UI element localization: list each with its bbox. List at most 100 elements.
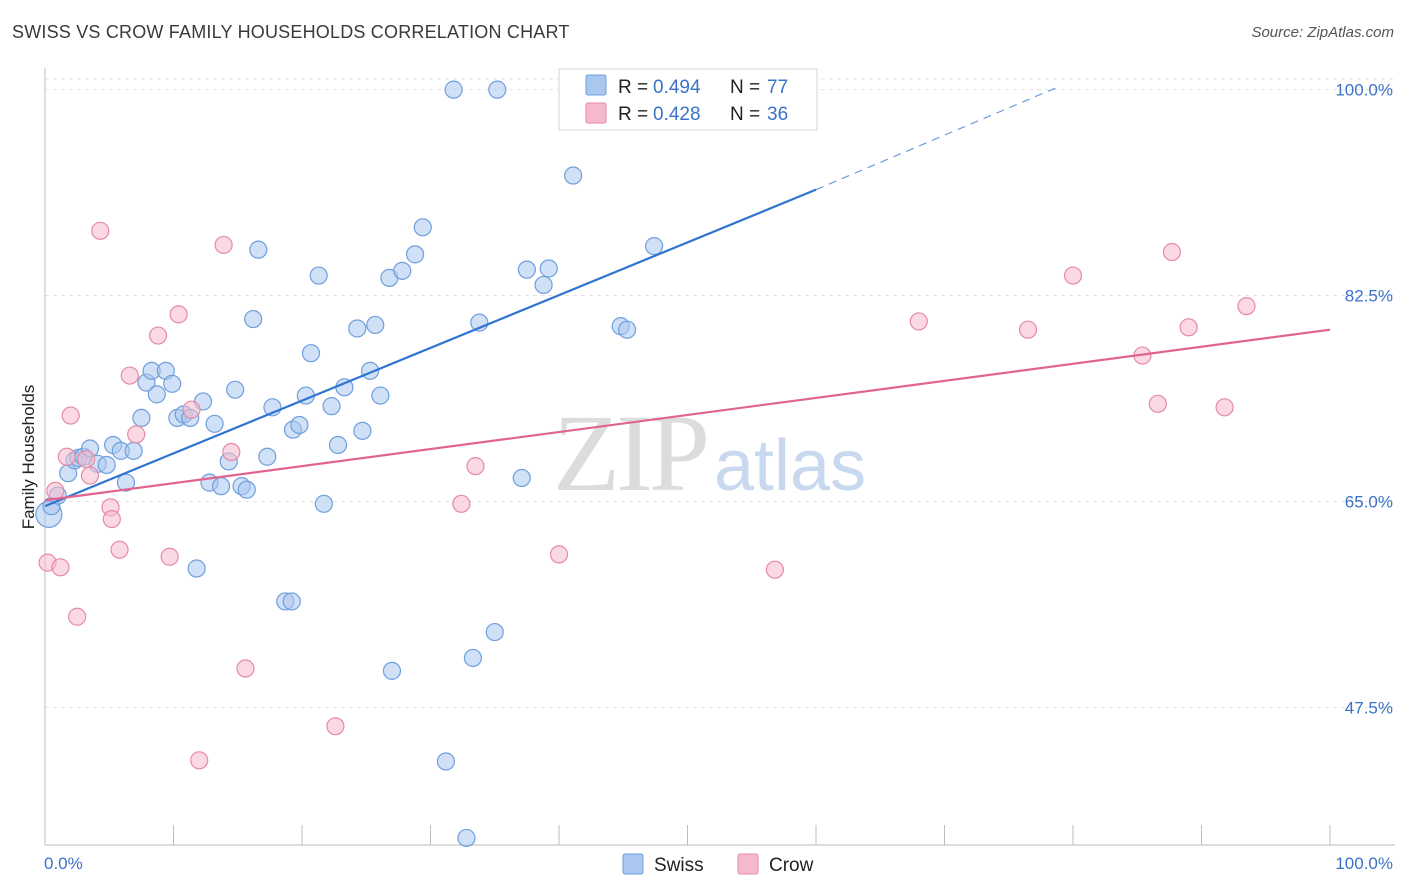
swiss-point — [116, 473, 136, 492]
swiss-point — [314, 494, 333, 513]
y-tick-label: 82.5% — [1345, 287, 1393, 306]
crow-point — [68, 607, 87, 626]
crow-point — [1179, 318, 1198, 337]
crow-point — [46, 481, 65, 500]
crow-point — [452, 494, 471, 513]
crow-point — [1162, 242, 1182, 262]
bottom-legend-swatch-crow — [737, 853, 759, 875]
crow-point — [182, 400, 201, 419]
swiss-point — [226, 380, 245, 399]
trend-lines — [44, 85, 1331, 508]
legend-r-value-swiss: 0.494 — [653, 77, 701, 98]
bottom-legend: Swiss Crow — [622, 853, 814, 876]
crow-point — [1018, 320, 1038, 339]
swiss-point — [512, 468, 531, 488]
chart-title: SWISS VS CROW FAMILY HOUSEHOLDS CORRELAT… — [12, 22, 570, 42]
crow-point — [466, 457, 485, 476]
legend-n-value-crow: 36 — [767, 104, 788, 125]
crow-point — [77, 449, 96, 469]
swiss-point — [539, 259, 558, 278]
crow-point — [549, 545, 569, 564]
swiss-trend-line — [44, 188, 817, 508]
swiss-point — [322, 397, 341, 416]
swiss-point — [249, 240, 268, 259]
legend-r-label: R = — [618, 104, 648, 125]
swiss-point — [618, 320, 637, 339]
tick-labels: 100.0% 82.5% 65.0% 47.5% 0.0% 100.0% — [44, 81, 1393, 873]
crow-point — [102, 509, 121, 529]
crow-point — [57, 447, 76, 466]
crow-point — [51, 558, 70, 577]
swiss-point — [97, 455, 116, 475]
crow-point — [110, 540, 129, 559]
legend-n-value-swiss: 77 — [767, 77, 788, 98]
legend-r-value-crow: 0.428 — [653, 104, 701, 125]
swiss-point — [211, 477, 231, 496]
legend-r-label: R = — [618, 77, 648, 98]
crow-trend-line — [44, 328, 1331, 502]
swiss-point — [534, 275, 553, 295]
y-tick-label: 65.0% — [1345, 492, 1393, 511]
chart-source: Source: ZipAtlas.com — [1251, 24, 1394, 41]
swiss-point — [517, 260, 536, 279]
crow-point — [236, 659, 255, 678]
swiss-point — [187, 559, 206, 578]
swiss-point — [205, 414, 224, 433]
swiss-point — [328, 435, 348, 455]
legend-swatch-crow — [585, 102, 607, 124]
swiss-point — [644, 237, 664, 256]
crow-point — [214, 235, 233, 255]
crow-point — [148, 326, 168, 345]
swiss-point — [147, 385, 166, 404]
swiss-point — [290, 415, 309, 435]
crow-point — [169, 305, 188, 324]
swiss-point — [564, 166, 583, 185]
crow-point — [1148, 394, 1167, 413]
swiss-point — [282, 592, 301, 611]
x-tick-label: 100.0% — [1335, 854, 1393, 873]
axes — [44, 68, 1395, 846]
legend-n-label: N = — [730, 104, 760, 125]
swiss-trend-extension — [815, 85, 1061, 191]
swiss-point — [366, 315, 385, 335]
swiss-point — [371, 386, 390, 405]
gridlines — [45, 78, 1395, 708]
swiss-point — [457, 828, 476, 848]
watermark-zip: ZIP — [553, 392, 706, 514]
crow-point — [160, 547, 179, 566]
swiss-point — [413, 218, 432, 237]
legend-swatch-swiss — [585, 74, 607, 96]
y-tick-label: 100.0% — [1335, 81, 1393, 100]
crow-point — [80, 466, 100, 485]
swiss-point — [436, 752, 456, 771]
swiss-point — [348, 319, 367, 338]
bottom-legend-label-swiss: Swiss — [654, 855, 704, 876]
y-axis-title: Family Households — [19, 385, 38, 530]
swiss-point — [244, 309, 263, 329]
swiss-point — [301, 344, 321, 363]
crow-point — [190, 751, 209, 770]
swiss-point — [237, 480, 256, 499]
swiss-point — [258, 447, 277, 466]
crow-point — [91, 221, 110, 240]
legend-box: R = 0.494 N = 77 R = 0.428 N = 36 — [558, 68, 818, 131]
swiss-point — [382, 661, 402, 680]
bottom-legend-label-crow: Crow — [769, 855, 814, 876]
crow-point — [1237, 297, 1256, 316]
crow-point — [1215, 398, 1234, 417]
swiss-point — [485, 622, 504, 642]
swiss-point — [444, 80, 463, 99]
watermark-atlas: atlas — [714, 426, 866, 506]
bottom-legend-swatch-swiss — [622, 853, 644, 875]
crow-point — [326, 717, 345, 736]
crow-point — [1063, 266, 1083, 285]
swiss-point — [488, 80, 507, 99]
swiss-point — [163, 374, 182, 393]
crow-point — [765, 560, 784, 579]
crow-point — [127, 425, 146, 444]
crow-point — [222, 442, 241, 462]
swiss-point — [393, 261, 412, 280]
swiss-point — [309, 266, 328, 285]
crow-point — [120, 366, 139, 385]
